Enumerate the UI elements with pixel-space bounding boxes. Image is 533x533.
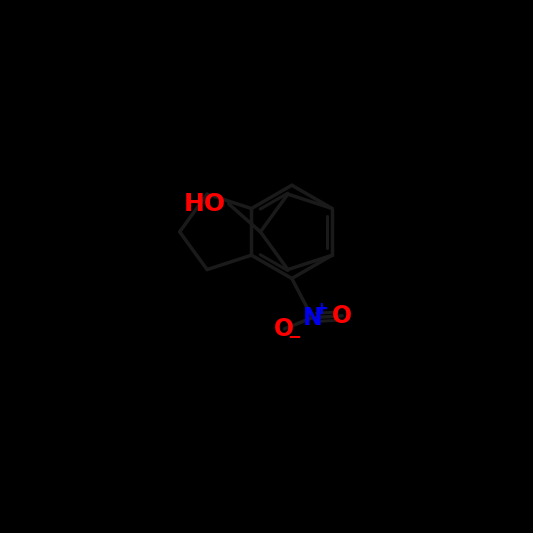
Text: O: O [332, 304, 352, 328]
Text: O: O [274, 317, 294, 341]
Text: N: N [302, 305, 322, 330]
Text: HO: HO [183, 192, 226, 216]
Text: +: + [314, 301, 329, 318]
Text: −: − [287, 327, 301, 344]
